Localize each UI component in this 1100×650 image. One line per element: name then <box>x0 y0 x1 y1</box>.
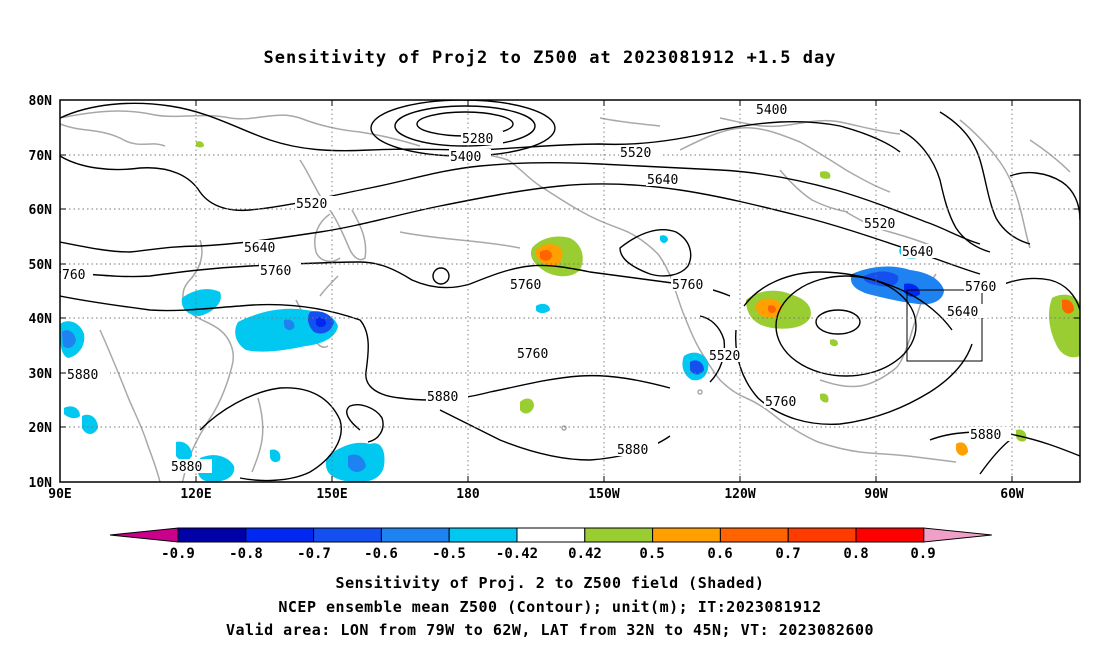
lon-label: 90W <box>864 487 888 502</box>
lat-label: 60N <box>29 203 53 218</box>
contour-label: 5880 <box>427 390 458 405</box>
contour-label: 5760 <box>260 264 291 279</box>
colorbar-segment <box>313 527 382 543</box>
lat-label: 50N <box>29 258 53 273</box>
axis-ticks <box>60 99 1080 482</box>
colorbar-tick-label: -0.8 <box>229 546 263 562</box>
colorbar-tick-label: -0.7 <box>297 546 331 562</box>
contour-label: 5760 <box>510 278 541 293</box>
colorbar-segment <box>516 527 586 543</box>
colorbar-segment <box>652 527 721 543</box>
contour-label: 5760 <box>765 395 796 410</box>
contour-label: 5520 <box>620 146 651 161</box>
contour-label: 760 <box>62 268 85 283</box>
contour-label: 5880 <box>617 443 648 458</box>
contour-label: 5760 <box>517 347 548 362</box>
valid-area-box <box>906 289 983 362</box>
latitude-labels: 80N 70N 60N 50N 40N 30N 20N 10N <box>29 94 53 491</box>
caption-shading: Sensitivity of Proj. 2 to Z500 field (Sh… <box>335 574 765 592</box>
longitude-labels: 90E 120E 150E 180 150W 120W 90W 60W <box>48 487 1024 502</box>
colorbar <box>109 527 992 543</box>
lon-label: 60W <box>1000 487 1024 502</box>
contour-labels: 5400 5280 5400 5520 5640 5520 5520 5640 … <box>61 102 1011 475</box>
colorbar-tick-label: -0.6 <box>364 546 398 562</box>
caption-valid-area: Valid area: LON from 79W to 62W, LAT fro… <box>225 621 875 639</box>
contour-label: 5880 <box>970 428 1001 443</box>
caption-contour: NCEP ensemble mean Z500 (Contour); unit(… <box>278 598 822 616</box>
colorbar-segment <box>787 527 857 543</box>
lat-label: 80N <box>29 94 53 109</box>
lon-label: 120W <box>724 487 755 502</box>
map-border <box>59 99 1081 483</box>
lat-label: 70N <box>29 149 53 164</box>
contour-label: 5520 <box>709 349 740 364</box>
colorbar-high-end <box>923 527 992 543</box>
lon-label: 150W <box>588 487 619 502</box>
contour-label: 5400 <box>756 103 787 118</box>
colorbar-segment <box>448 527 518 543</box>
contour-label: 5760 <box>965 280 996 295</box>
colorbar-segment <box>855 527 925 543</box>
contour-label: 5520 <box>864 217 895 232</box>
colorbar-segment <box>584 527 654 543</box>
colorbar-tick-label: 0.42 <box>568 546 602 562</box>
contour-label: 5520 <box>296 197 327 212</box>
colorbar-tick-label: -0.9 <box>161 546 195 562</box>
colorbar-labels: -0.9 -0.8 -0.7 -0.6 -0.5 -0.42 0.42 0.5 … <box>161 546 936 562</box>
map-title: Sensitivity of Proj2 to Z500 at 20230819… <box>263 48 837 68</box>
lon-label: 180 <box>456 487 480 502</box>
gridlines <box>60 100 1080 482</box>
contour-label: 5640 <box>647 173 678 188</box>
colorbar-tick-label: -0.42 <box>496 546 538 562</box>
contour-label: 5760 <box>672 278 703 293</box>
lon-label: 90E <box>48 487 71 502</box>
contour-label: 5640 <box>947 305 978 320</box>
lat-label: 20N <box>29 421 53 436</box>
coastlines <box>60 110 1071 482</box>
lat-label: 40N <box>29 312 53 327</box>
lon-label: 150E <box>316 487 347 502</box>
contour-label: 5640 <box>244 241 275 256</box>
colorbar-tick-label: 0.9 <box>910 546 935 562</box>
lon-label: 120E <box>180 487 211 502</box>
colorbar-segment <box>719 527 789 543</box>
colorbar-segment <box>380 527 450 543</box>
colorbar-low-end <box>109 527 179 543</box>
colorbar-tick-label: 0.7 <box>775 546 800 562</box>
contour-label: 5400 <box>450 150 481 165</box>
lat-label: 10N <box>29 476 53 491</box>
colorbar-tick-label: -0.5 <box>432 546 466 562</box>
colorbar-tick-label: 0.8 <box>843 546 868 562</box>
colorbar-tick-label: 0.5 <box>639 546 664 562</box>
contour-label: 5880 <box>67 368 98 383</box>
colorbar-segment <box>177 527 247 543</box>
contour-label: 5640 <box>902 245 933 260</box>
colorbar-tick-label: 0.6 <box>707 546 732 562</box>
colorbar-segment <box>245 527 315 543</box>
lat-label: 30N <box>29 367 53 382</box>
sensitivity-shading <box>60 141 1080 482</box>
contour-label: 5880 <box>171 460 202 475</box>
contour-label: 5280 <box>462 132 493 147</box>
